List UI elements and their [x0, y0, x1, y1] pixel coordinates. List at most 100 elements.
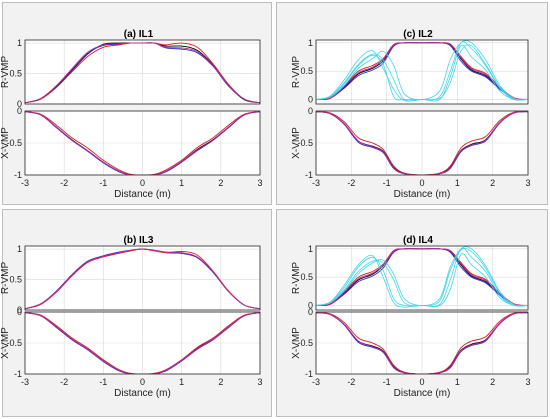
x-tick-label: -3 [312, 178, 320, 188]
series-line-blue [25, 312, 260, 374]
y-axis-label: X-VMP [0, 327, 11, 359]
y-tick-label: -1 [305, 369, 313, 379]
axes-frame [315, 39, 529, 105]
x-tick-label: -1 [99, 377, 107, 387]
axes-bottom: 0 -0.5 -1X-VMP [291, 307, 529, 379]
series-line-magenta [25, 42, 260, 104]
panel-title: (a) IL1 [124, 29, 154, 40]
y-tick-label: 1 [17, 244, 22, 254]
y-axis-label: X-VMP [291, 127, 302, 159]
axes-top: 0 0.5 1 R-VMP [291, 38, 529, 105]
panel-a: 0 0.5 1 R-VMP 0 -0.5 -1 X-VMP -3 -2 -1 0 1 2 3 Distance… [0, 29, 263, 200]
series-line-magenta [316, 111, 528, 175]
axes-bottom: 0 -0.5 -1 X-VMP [0, 106, 261, 180]
panel-b: 0 0.5 1 R-VMP 0-0.5-1X-VMP-3 -2 -1 0 1 2 3 Distance… [0, 235, 263, 399]
series-line-magenta [25, 111, 260, 175]
axes-frame [24, 311, 261, 375]
series-line-magenta [25, 312, 260, 374]
series-line-red [25, 111, 260, 175]
x-tick-label: -1 [99, 178, 107, 188]
series-line-red [25, 312, 260, 374]
y-tick-label: 1 [17, 38, 22, 48]
y-tick-label: -1 [305, 170, 313, 180]
x-tick-label: -2 [347, 178, 355, 188]
axes-top: 0 0.5 1 R-VMP [0, 38, 261, 109]
axes-bottom: 0-0.5-1X-VMP [0, 307, 261, 379]
panel-title: (c) IL2 [403, 29, 433, 40]
x-tick-label: 0 [140, 377, 145, 387]
series-line-cyan [316, 246, 528, 307]
series-line-magenta [316, 248, 528, 307]
x-tick-label: 0 [419, 178, 424, 188]
x-axis-label: Distance (m) [394, 388, 451, 399]
x-tick-label: 1 [455, 377, 460, 387]
axes-top: 0 0.5 1 R-VMP [0, 244, 261, 315]
y-axis-label: X-VMP [0, 127, 11, 159]
series-line-red [316, 111, 528, 175]
axes-frame [315, 311, 529, 375]
y-tick-label: 0 [17, 307, 22, 317]
series-line-red [316, 312, 528, 374]
panel-title: (b) IL3 [124, 235, 154, 246]
axes-frame [315, 245, 529, 311]
y-tick-label: 1 [308, 38, 313, 48]
x-tick-label: 2 [490, 178, 495, 188]
x-tick-label: -3 [21, 377, 29, 387]
y-tick-label: 0.5 [300, 66, 313, 76]
x-tick-label: 3 [257, 178, 262, 188]
axes-frame [24, 110, 261, 176]
panel-title: (d) IL4 [403, 235, 433, 246]
x-tick-label: -2 [60, 178, 68, 188]
y-tick-label: 0 [308, 94, 313, 104]
y-tick-label: -0.5 [297, 138, 313, 148]
y-tick-label: -1 [14, 170, 22, 180]
axes-frame [24, 245, 261, 311]
y-axis-label: R-VMP [0, 262, 11, 295]
x-tick-label: -2 [60, 377, 68, 387]
y-tick-label: 0 [17, 99, 22, 109]
series-line-magenta [25, 248, 260, 310]
y-tick-label: 0.5 [9, 69, 22, 79]
y-axis-label: R-VMP [291, 262, 302, 295]
y-tick-label: 1 [308, 244, 313, 254]
x-tick-label: -3 [312, 377, 320, 387]
axes-top: 0 0.5 1 R-VMP [291, 244, 529, 311]
x-tick-label: -3 [21, 178, 29, 188]
x-tick-label: 3 [257, 377, 262, 387]
x-axis-label: Distance (m) [114, 388, 171, 399]
y-axis-label: X-VMP [291, 327, 302, 359]
x-tick-label: -1 [383, 377, 391, 387]
y-tick-label: 0.5 [9, 275, 22, 285]
series-line-cyan [316, 44, 528, 101]
y-axis-label: R-VMP [0, 56, 11, 89]
y-tick-label: -1 [14, 369, 22, 379]
x-tick-label: 2 [218, 377, 223, 387]
x-tick-label: 1 [179, 377, 184, 387]
x-tick-label: 2 [218, 178, 223, 188]
axes-bottom: 0 -0.5 -1 X-VMP [291, 106, 529, 180]
y-tick-label: 0 [17, 305, 22, 315]
axes-frame [24, 39, 261, 105]
y-tick-label: 0 [308, 300, 313, 310]
x-tick-label: 1 [179, 178, 184, 188]
y-tick-label: 0 [308, 307, 313, 317]
y-axis-label: R-VMP [291, 56, 302, 89]
x-tick-label: 1 [455, 178, 460, 188]
x-tick-label: 0 [140, 178, 145, 188]
x-tick-label: 2 [490, 377, 495, 387]
x-tick-label: -1 [383, 178, 391, 188]
y-tick-label: 0 [17, 106, 22, 116]
x-axis-label: Distance (m) [394, 189, 451, 200]
y-tick-label: 0.5 [300, 272, 313, 282]
y-tick-label: -0.5 [297, 338, 313, 348]
x-axis-label: Distance (m) [114, 189, 171, 200]
y-tick-label: 0 [308, 106, 313, 116]
x-tick-label: -2 [347, 377, 355, 387]
x-tick-label: 0 [419, 377, 424, 387]
axes-frame [315, 110, 529, 176]
y-tick-label: -0.5 [6, 138, 22, 148]
x-tick-label: 3 [525, 178, 530, 188]
series-line-magenta [316, 42, 528, 101]
x-tick-label: 3 [525, 377, 530, 387]
